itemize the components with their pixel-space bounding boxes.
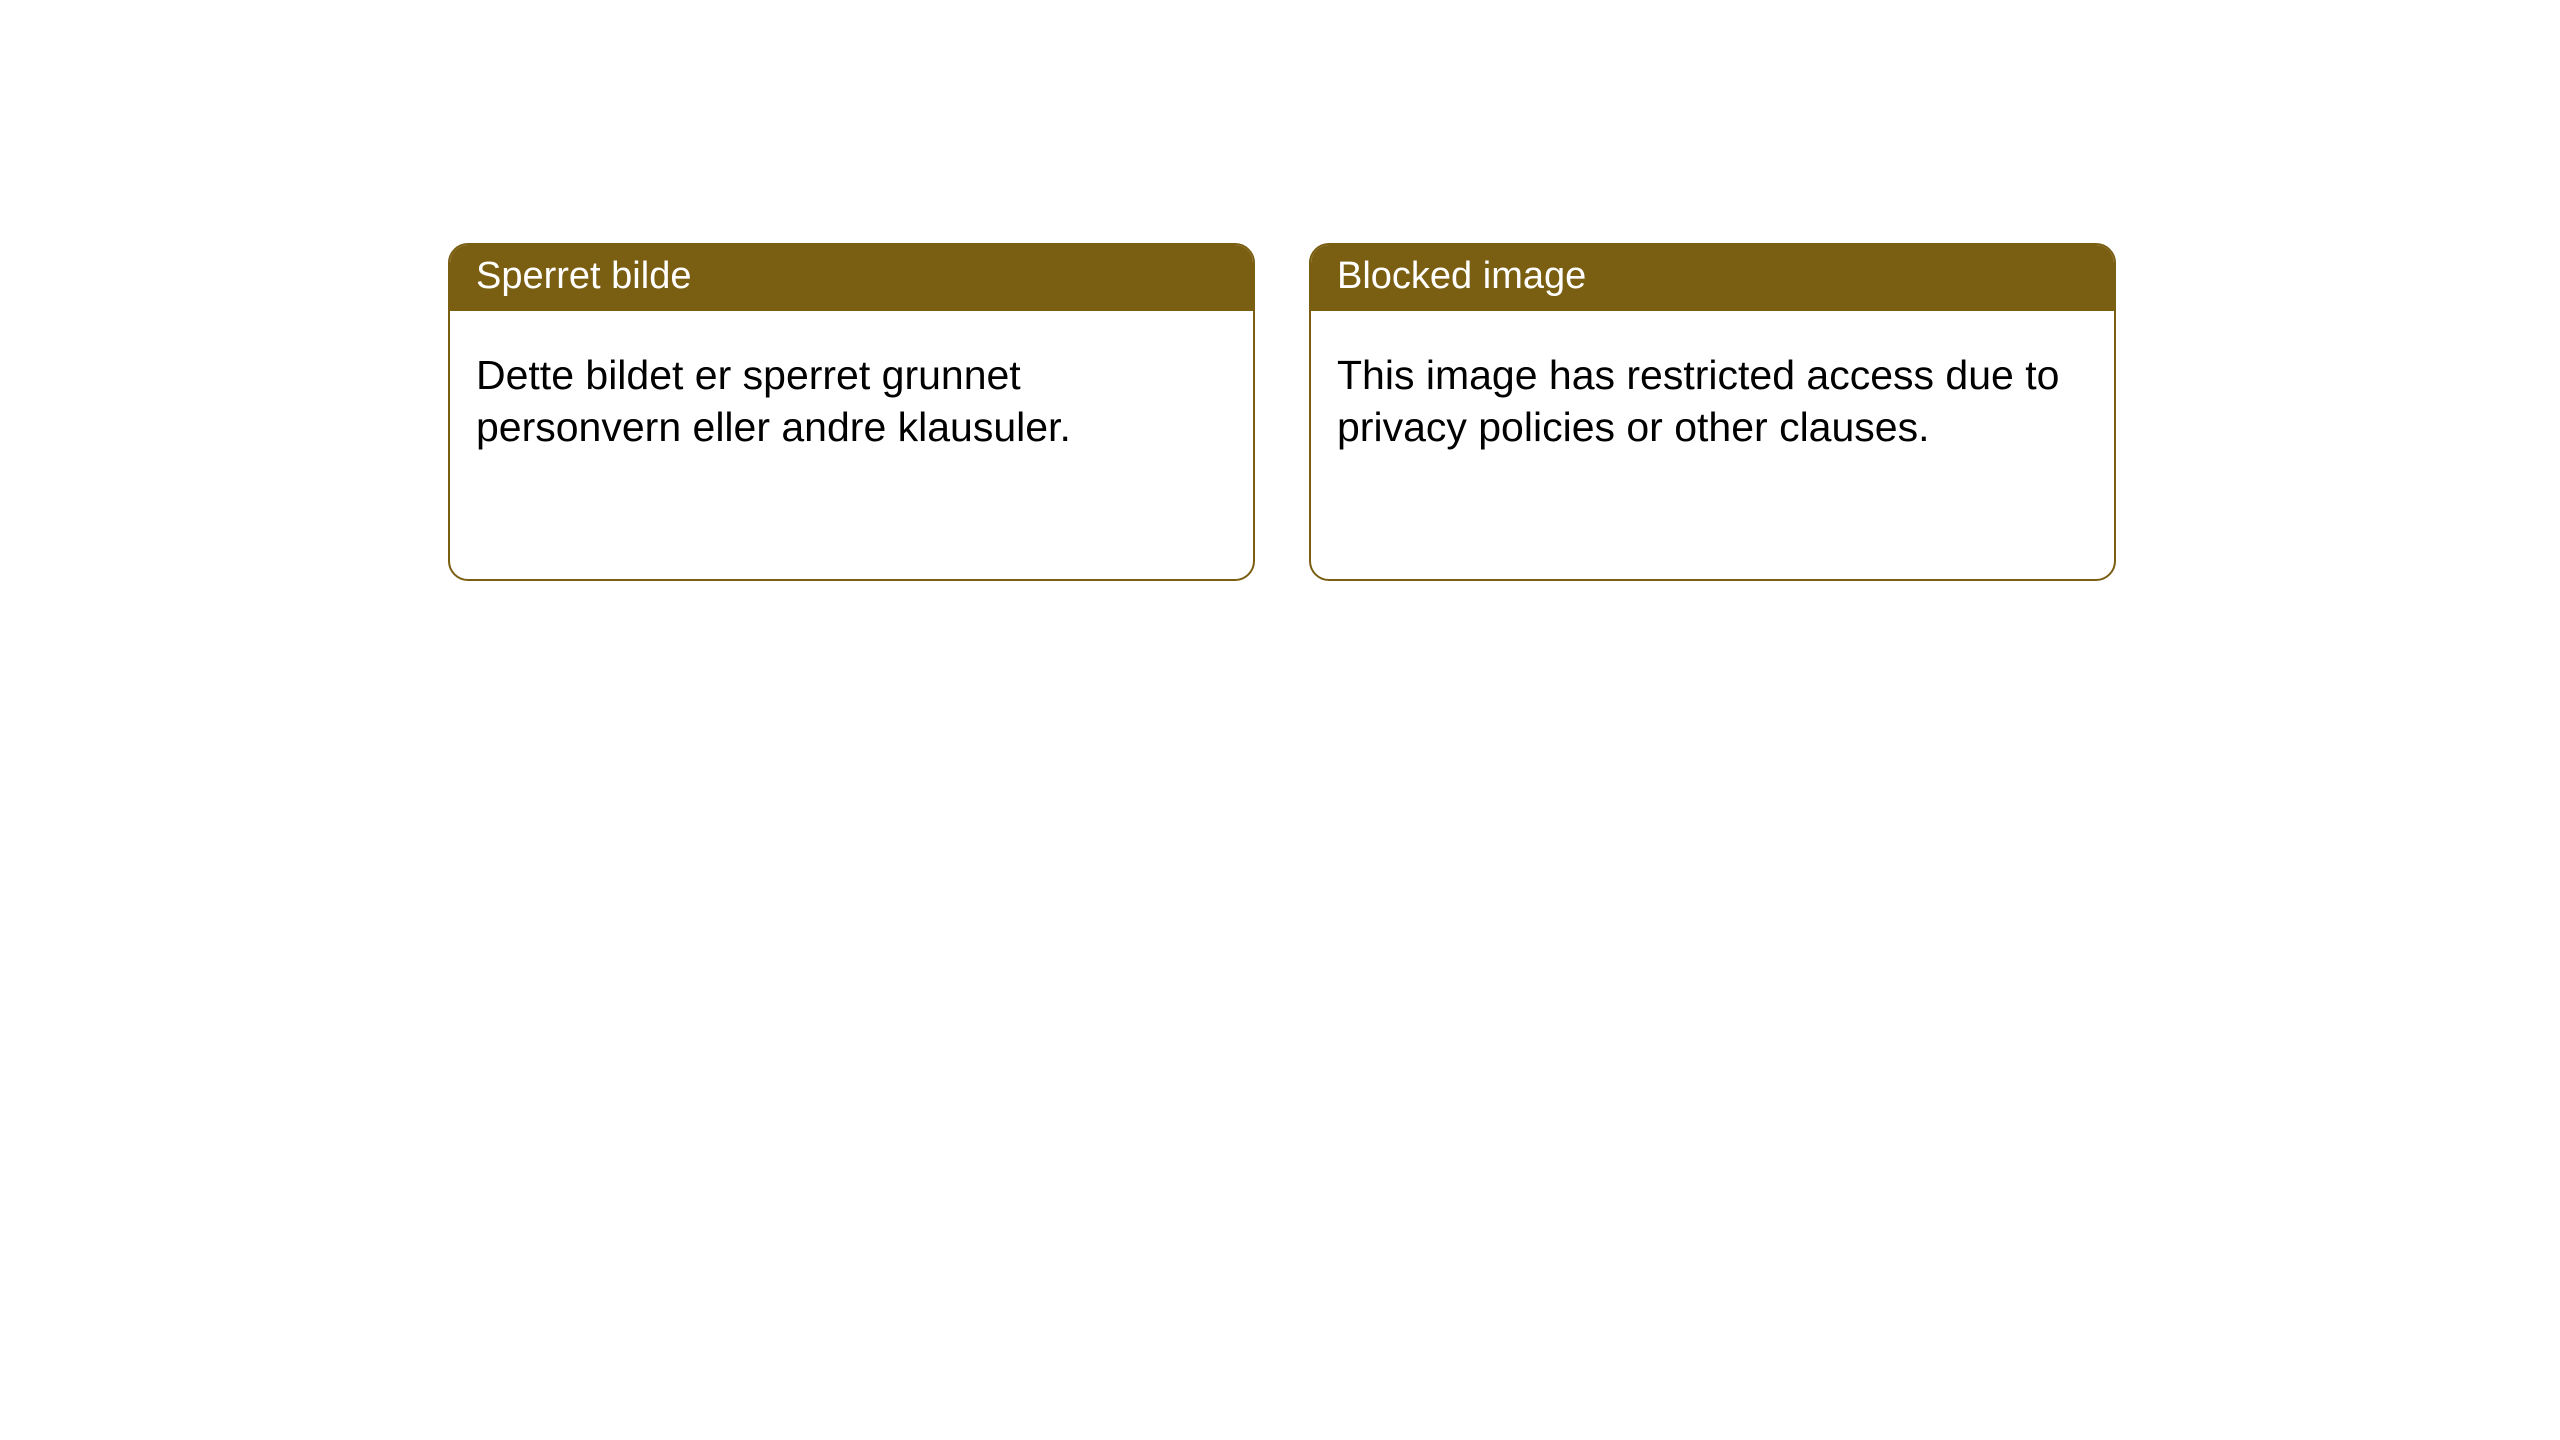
notice-card-title: Sperret bilde bbox=[450, 245, 1253, 311]
notice-card-body: Dette bildet er sperret grunnet personve… bbox=[450, 311, 1253, 480]
notice-card-title: Blocked image bbox=[1311, 245, 2114, 311]
notice-card-english: Blocked image This image has restricted … bbox=[1309, 243, 2116, 581]
notice-cards-container: Sperret bilde Dette bildet er sperret gr… bbox=[0, 0, 2560, 581]
notice-card-body: This image has restricted access due to … bbox=[1311, 311, 2114, 480]
notice-card-norwegian: Sperret bilde Dette bildet er sperret gr… bbox=[448, 243, 1255, 581]
